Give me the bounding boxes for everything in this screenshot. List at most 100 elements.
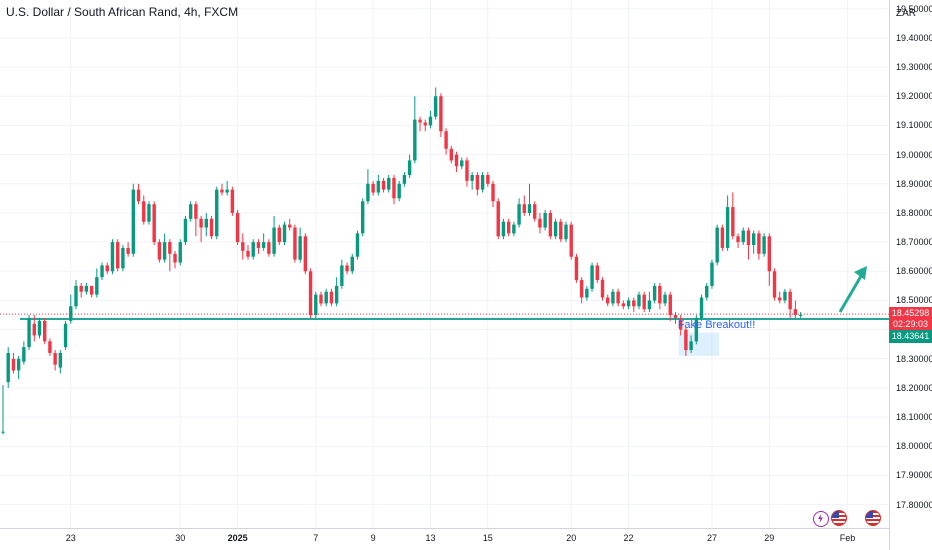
price-tick-label: 18.00000 <box>896 441 932 452</box>
candle-up <box>376 180 381 193</box>
us-flag-icon[interactable] <box>865 510 881 526</box>
candle-up <box>798 315 803 317</box>
candle-down <box>105 265 109 272</box>
candle-up <box>324 291 328 304</box>
candle-up <box>402 175 407 184</box>
time-tick-label: 22 <box>623 533 634 543</box>
candle-up <box>694 317 699 342</box>
candle-down <box>392 177 396 199</box>
projection-arrow-head <box>854 266 867 280</box>
candle-down <box>277 227 281 243</box>
candle-up <box>1 431 5 433</box>
support-level-tag: 18.43641 <box>889 330 932 343</box>
price-tick-label: 17.90000 <box>896 470 932 481</box>
candle-up <box>340 265 344 286</box>
candle-up <box>147 204 151 222</box>
candle-down <box>736 236 740 243</box>
time-tick-label: 7 <box>313 533 319 543</box>
symbol-title: U.S. Dollar / South African Rand, 4h, FX… <box>6 5 239 19</box>
candle-down <box>329 291 334 304</box>
candle-down <box>569 224 573 257</box>
candle-up <box>710 262 714 286</box>
projection-arrow-shaft <box>838 270 866 313</box>
candle-down <box>32 323 36 336</box>
price-tick-label: 19.50000 <box>896 3 932 14</box>
candle-down <box>303 236 308 272</box>
candle-down <box>579 280 584 298</box>
price-tick-label: 18.30000 <box>896 353 932 364</box>
candle-up <box>517 204 521 225</box>
time-tick-label: 27 <box>706 533 717 543</box>
candle-up <box>121 247 125 269</box>
candle-up <box>611 291 615 304</box>
candle-down <box>173 253 177 263</box>
current-price-tag: 18.45298 02:29:03 <box>889 307 932 332</box>
candle-down <box>157 242 162 260</box>
time-tick-label: 29 <box>764 533 775 543</box>
candle-down <box>486 175 490 184</box>
candle-up <box>590 265 594 289</box>
candle-down <box>720 227 725 248</box>
bar-countdown: 02:29:03 <box>892 319 929 330</box>
candle-down <box>757 233 761 254</box>
candle-up <box>689 341 693 351</box>
currency-label: ZAR <box>896 8 916 19</box>
candle-down <box>595 265 599 281</box>
candle-up <box>527 204 532 213</box>
candle-up <box>110 242 115 272</box>
candle-down <box>746 230 751 246</box>
candle-up <box>95 277 99 295</box>
time-tick-label: 30 <box>175 533 186 543</box>
candle-down <box>381 180 386 190</box>
candle-down <box>423 122 427 126</box>
fake-breakout-label[interactable]: Fake Breakout!! <box>677 318 756 331</box>
candle-up <box>355 233 360 257</box>
candle-down <box>559 221 563 240</box>
price-tick-label: 18.70000 <box>896 237 932 248</box>
candle-up <box>564 224 568 240</box>
candle-up <box>553 221 558 237</box>
candle-up <box>637 294 641 307</box>
candle-up <box>37 320 42 336</box>
candle-down <box>89 285 94 295</box>
time-tick-label: 15 <box>482 533 493 543</box>
candle-down <box>79 285 83 292</box>
time-tick-label: 9 <box>370 533 376 543</box>
candle-down <box>616 291 620 304</box>
candle-up <box>100 265 104 278</box>
price-tick-label: 19.40000 <box>896 32 932 43</box>
us-flag-icon[interactable] <box>831 510 847 526</box>
candle-down <box>793 309 798 316</box>
candle-down <box>533 204 537 219</box>
candle-down <box>621 303 626 307</box>
candle-up <box>647 300 652 310</box>
candle-down <box>319 294 323 304</box>
candle-down <box>209 218 214 237</box>
candle-down <box>444 131 448 149</box>
candle-down <box>668 294 672 316</box>
candle-up <box>131 189 136 254</box>
current-price-value: 18.45298 <box>891 308 930 319</box>
candle-down <box>136 189 141 202</box>
candle-up <box>63 323 68 348</box>
candle-down <box>235 212 240 243</box>
candle-down <box>449 148 454 161</box>
candle-up <box>501 221 506 237</box>
candle-up <box>314 294 318 316</box>
candle-up <box>433 96 438 117</box>
candle-down <box>194 204 198 219</box>
candle-up <box>360 201 365 234</box>
candle-down <box>293 227 297 260</box>
candle-down <box>288 224 292 228</box>
price-tick-label: 18.60000 <box>896 266 932 277</box>
candle-up <box>162 242 167 260</box>
candle-down <box>220 189 224 193</box>
candle-down <box>115 242 120 269</box>
candle-down <box>48 341 52 353</box>
candle-up <box>188 204 193 219</box>
candle-up <box>84 285 89 292</box>
support-level-value: 18.43641 <box>891 331 930 341</box>
lightning-icon[interactable] <box>813 511 829 527</box>
candle-up <box>715 227 719 263</box>
